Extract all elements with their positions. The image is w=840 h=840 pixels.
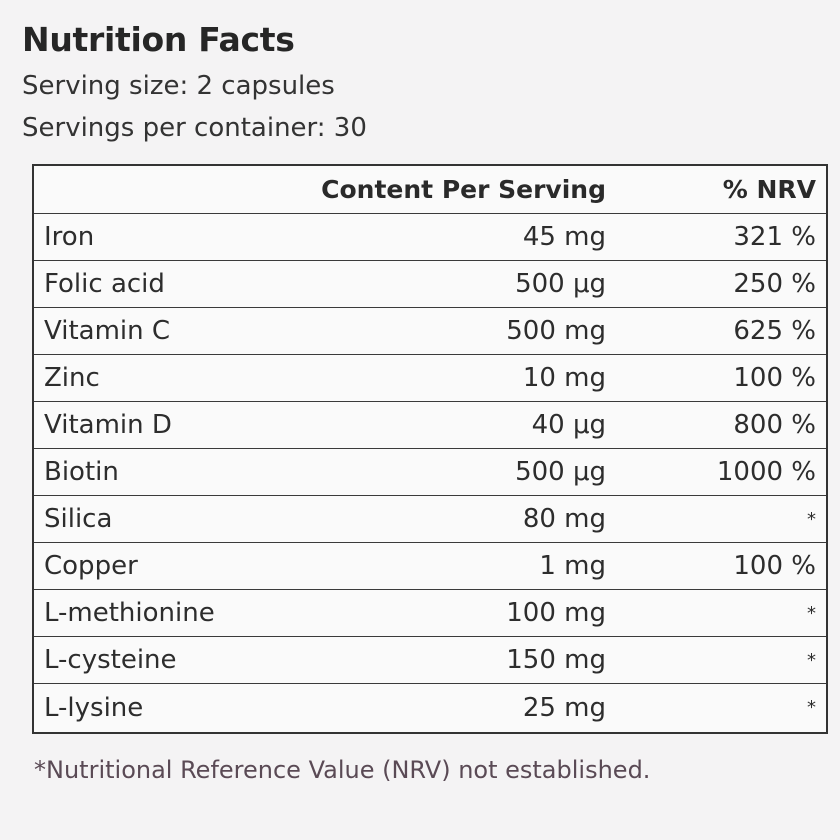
nutrient-name: Vitamin C [44,316,171,346]
servings-per-container: Servings per container: 30 [22,113,367,143]
table-row: Biotin 500 μg 1000 % [34,449,826,496]
table-header-row: Content Per Serving % NRV [34,166,826,214]
nutrient-amount: 40 μg [531,410,606,440]
header-nrv: % NRV [722,175,816,204]
nutrient-name: Copper [44,551,138,581]
nutrient-nrv: 321 % [733,222,816,252]
footnote: *Nutritional Reference Value (NRV) not e… [34,756,651,784]
nutrient-nrv: 625 % [733,316,816,346]
nutrient-amount: 10 mg [522,363,606,393]
nutrient-amount: 1 mg [539,551,606,581]
nutrient-nrv: * [807,602,816,624]
nutrient-name: Zinc [44,363,100,393]
nutrient-name: L-cysteine [44,645,177,675]
nutrition-table: Content Per Serving % NRV Iron 45 mg 321 %… [32,164,828,734]
table-row: Vitamin C 500 mg 625 % [34,308,826,355]
nutrient-amount: 100 mg [506,598,606,628]
nutrient-name: Iron [44,222,95,252]
table-row: Vitamin D 40 μg 800 % [34,402,826,449]
nutrient-name: Biotin [44,457,119,487]
table-row: Silica 80 mg * [34,496,826,543]
nutrient-amount: 80 mg [522,504,606,534]
nutrient-nrv: 800 % [733,410,816,440]
nutrient-nrv: * [807,649,816,671]
nutrient-amount: 500 μg [515,269,606,299]
table-row: Zinc 10 mg 100 % [34,355,826,402]
nutrient-nrv: 1000 % [716,457,816,487]
nutrient-amount: 500 mg [506,316,606,346]
nutrient-nrv: * [807,508,816,530]
table-row: L-lysine 25 mg * [34,684,826,731]
nutrient-amount: 500 μg [515,457,606,487]
nutrient-nrv: * [807,697,816,718]
serving-size: Serving size: 2 capsules [22,71,335,101]
nutrient-nrv: 100 % [733,363,816,393]
table-row: L-methionine 100 mg * [34,590,826,637]
table-row: Folic acid 500 μg 250 % [34,261,826,308]
nutrient-amount: 45 mg [522,222,606,252]
nutrient-name: Folic acid [44,269,165,299]
nutrient-amount: 150 mg [506,645,606,675]
table-row: Copper 1 mg 100 % [34,543,826,590]
nutrient-name: L-methionine [44,598,215,628]
nutrient-name: Silica [44,504,113,534]
table-row: L-cysteine 150 mg * [34,637,826,684]
nutrient-name: L-lysine [44,692,144,723]
header-content-per-serving: Content Per Serving [321,175,606,204]
nutrient-nrv: 100 % [733,551,816,581]
table-row: Iron 45 mg 321 % [34,214,826,261]
nutrient-name: Vitamin D [44,410,172,440]
page-title: Nutrition Facts [22,20,295,59]
nutrient-amount: 25 mg [522,692,606,723]
nutrient-nrv: 250 % [733,269,816,299]
